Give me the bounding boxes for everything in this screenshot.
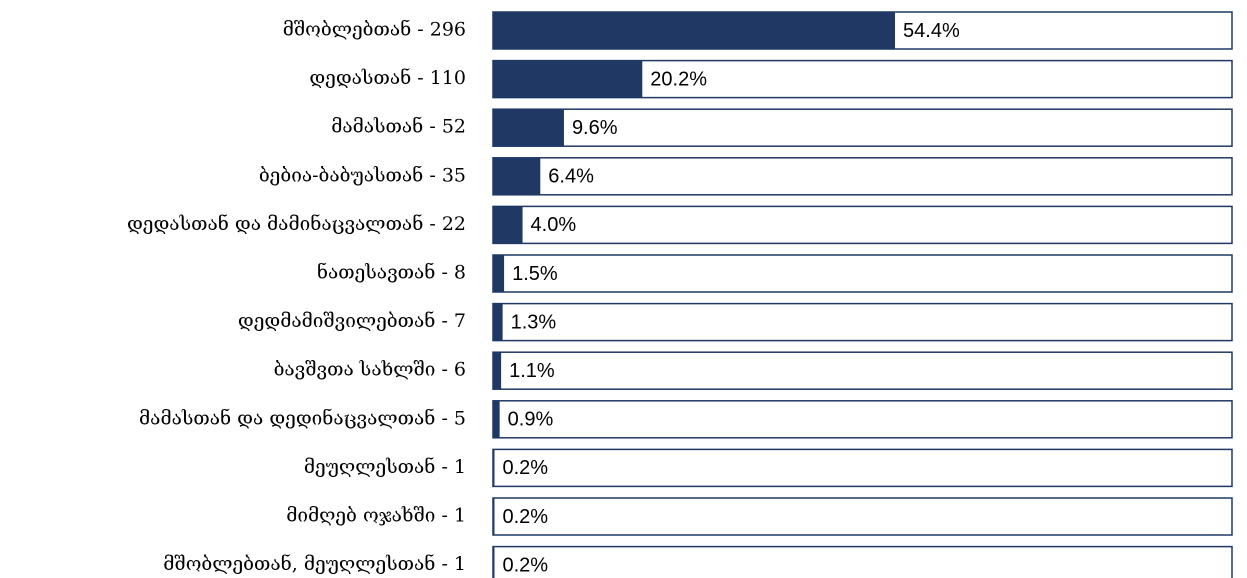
value-label: 0.2% — [502, 506, 548, 528]
value-label: 0.9% — [508, 409, 554, 431]
bar — [493, 60, 643, 98]
bar-track — [492, 497, 1233, 536]
bar-track — [492, 302, 1233, 342]
bar — [493, 352, 502, 390]
bar — [493, 546, 495, 578]
category-label: დედასთან - 110 — [309, 67, 466, 89]
bar-track — [492, 400, 1233, 439]
value-label: 9.6% — [572, 117, 618, 139]
value-label: 0.2% — [502, 457, 548, 479]
value-label: 4.0% — [531, 214, 577, 236]
bar — [493, 12, 896, 49]
bar — [493, 255, 505, 292]
value-label: 20.2% — [650, 68, 707, 90]
category-label: მშობლებთან, მეუღლესთან - 1 — [163, 553, 466, 575]
bar — [493, 400, 500, 438]
bar — [493, 109, 564, 147]
value-label: 6.4% — [548, 166, 594, 188]
bar — [493, 498, 495, 535]
bar-track — [492, 545, 1233, 578]
bar — [493, 157, 541, 195]
bar-track — [492, 448, 1233, 488]
category-label: მეუღლესთან - 1 — [304, 456, 466, 478]
value-label: 0.2% — [502, 554, 548, 576]
value-label: 1.3% — [511, 311, 557, 333]
category-label: მშობლებთან - 296 — [283, 19, 466, 41]
category-label: მამასთან - 52 — [331, 116, 466, 138]
category-label: მიმღებ ოჯახში - 1 — [286, 505, 466, 527]
bar-track — [492, 205, 1233, 245]
bar — [493, 206, 523, 244]
category-label: დედასთან და მამინაცვალთან - 22 — [127, 213, 466, 235]
bar — [493, 449, 495, 487]
value-label: 54.4% — [903, 20, 960, 42]
value-label: 1.1% — [509, 360, 555, 382]
bar-track — [492, 254, 1233, 293]
value-label: 1.5% — [512, 263, 558, 285]
category-label: ბებია-ბაბუასთან - 35 — [259, 164, 466, 186]
bar-track — [492, 157, 1233, 196]
category-label: ნათესავთან - 8 — [317, 262, 466, 284]
bar — [493, 303, 503, 341]
category-label: დედმამიშვილებთან - 7 — [238, 310, 466, 332]
bar-track — [492, 351, 1233, 390]
category-label: ბავშვთა სახლში - 6 — [274, 359, 466, 381]
category-label: მამასთან და დედინაცვალთან - 5 — [139, 407, 466, 429]
